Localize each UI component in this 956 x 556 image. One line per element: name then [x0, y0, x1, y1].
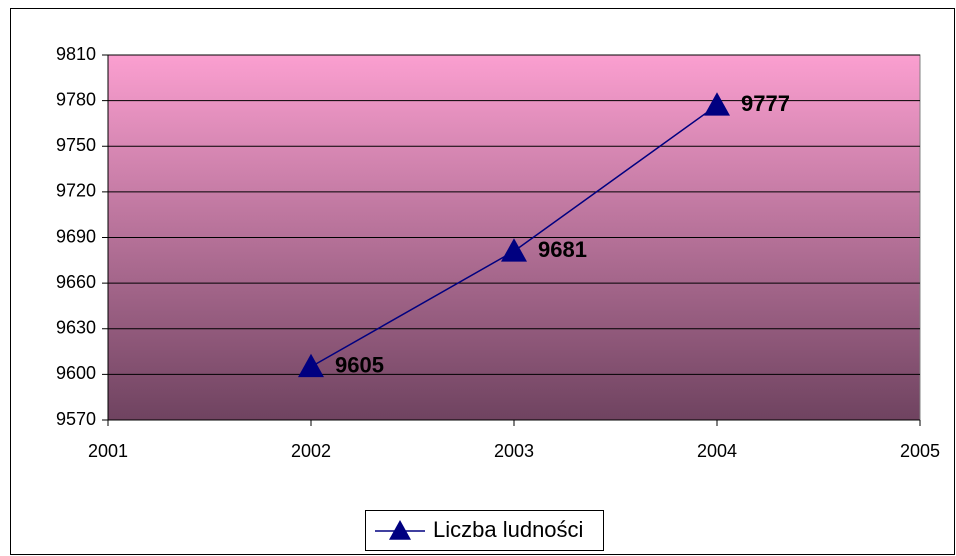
legend-marker — [389, 520, 411, 540]
point-marker — [501, 238, 527, 262]
y-tick-label: 9810 — [56, 44, 96, 64]
y-tick-label: 9690 — [56, 226, 96, 246]
point-marker — [298, 353, 324, 378]
y-tick-label: 9570 — [56, 409, 96, 429]
x-tick-label: 2002 — [291, 441, 331, 461]
legend-label: Liczba ludności — [433, 517, 583, 542]
y-tick-label: 9630 — [56, 318, 96, 338]
y-tick-label: 9780 — [56, 89, 96, 109]
y-tick-label: 9720 — [56, 181, 96, 201]
y-tick-label: 9600 — [56, 363, 96, 383]
x-tick-label: 2005 — [900, 441, 940, 461]
x-tick-label: 2003 — [494, 441, 534, 461]
data-label: 9777 — [741, 91, 790, 116]
point-marker — [704, 92, 730, 116]
x-tick-label: 2004 — [697, 441, 737, 461]
data-label: 9605 — [335, 353, 384, 378]
x-tick-label: 2001 — [88, 441, 128, 461]
y-tick-label: 9660 — [56, 272, 96, 292]
y-tick-label: 9750 — [56, 135, 96, 155]
data-label: 9681 — [538, 237, 587, 262]
